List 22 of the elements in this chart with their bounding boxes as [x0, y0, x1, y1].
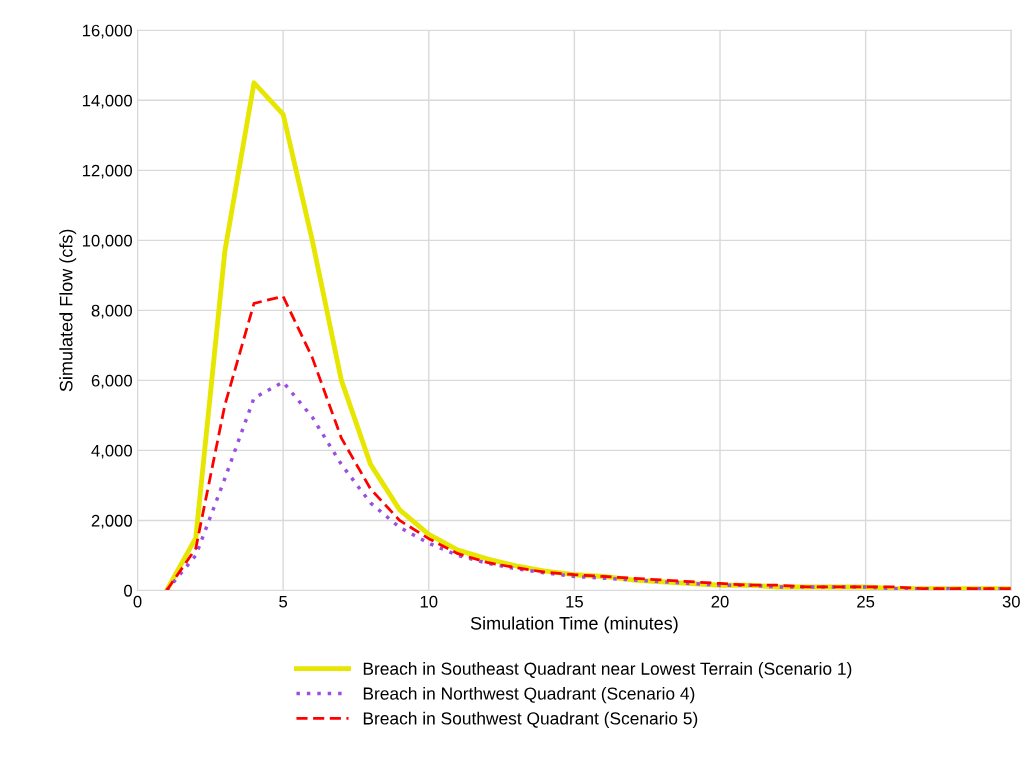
y-tick-label: 12,000 [82, 164, 133, 179]
x-tick-label: 0 [133, 595, 142, 608]
legend-label: Breach in Southeast Quadrant near Lowest Terrain (Scenario 1) [363, 662, 852, 679]
x-tick-label: 20 [711, 595, 729, 608]
x-tick-label: 25 [857, 595, 875, 608]
y-tick-label: 6,000 [91, 374, 133, 389]
y-tick-label: 14,000 [82, 94, 133, 109]
x-tick-label: 15 [566, 595, 583, 608]
legend-label: Breach in Southwest Quadrant (Scenario 5) [363, 711, 698, 729]
y-tick-label: 0 [124, 584, 133, 597]
y-tick-label: 10,000 [82, 234, 133, 249]
line-series [165, 294, 1012, 591]
y-axis-title: Simulated Flow (cfs) [59, 229, 77, 392]
x-tick-label: 5 [279, 595, 288, 608]
y-tick-label: 16,000 [82, 24, 133, 39]
y-tick-label: 8,000 [91, 304, 133, 319]
x-tick-label: 10 [420, 595, 438, 608]
x-tick-label: 30 [1002, 595, 1020, 608]
y-tick-label: 4,000 [91, 444, 133, 459]
x-axis-title: Simulation Time (minutes) [470, 616, 678, 634]
y-tick-label: 2,000 [91, 514, 133, 529]
legend-label: Breach in Northwest Quadrant (Scenario 4) [363, 686, 695, 704]
